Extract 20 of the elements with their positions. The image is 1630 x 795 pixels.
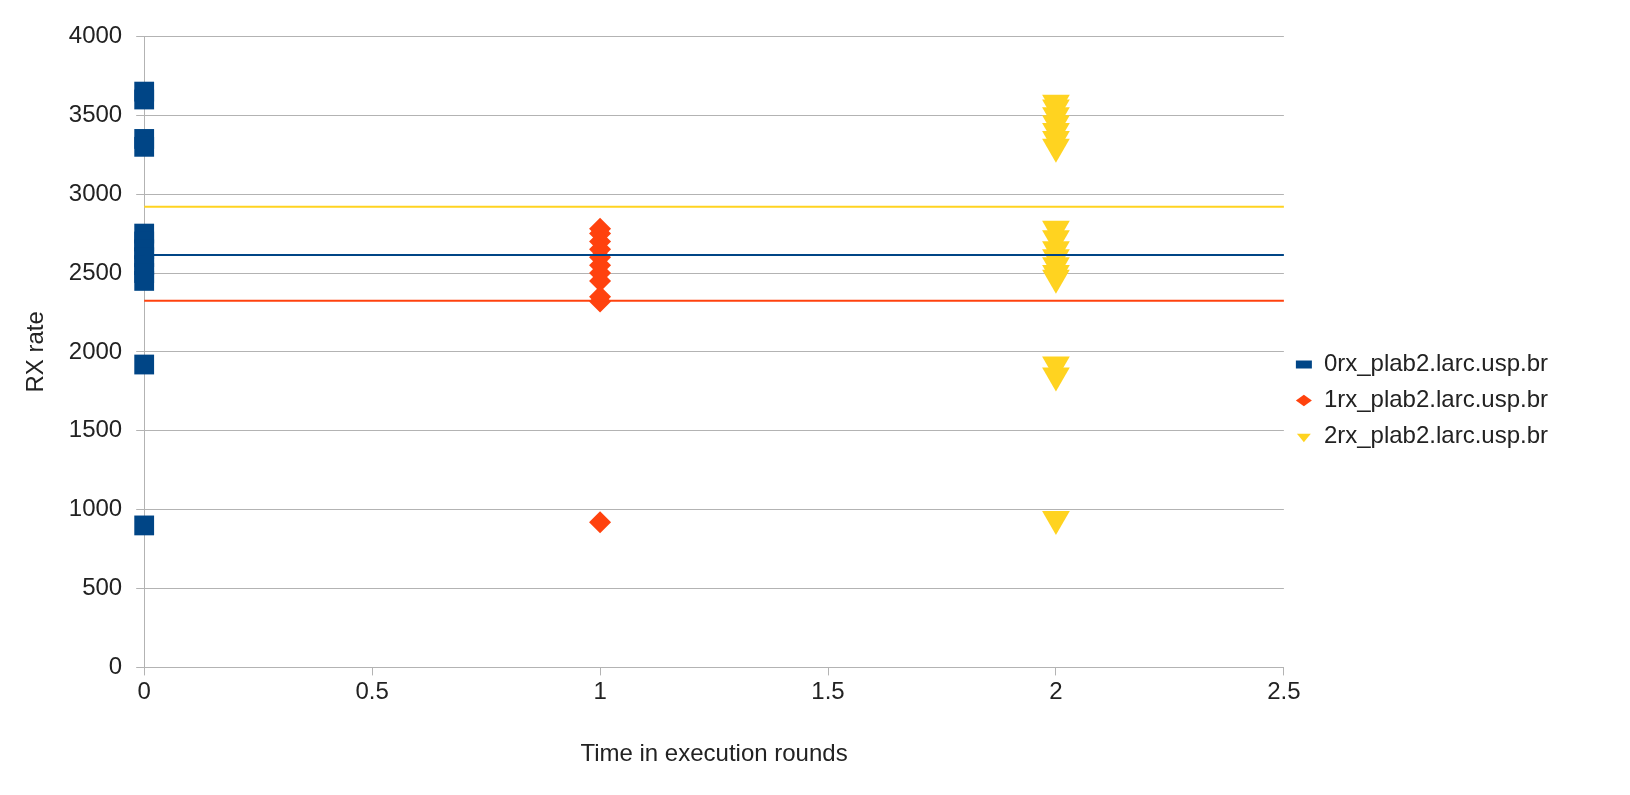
x-tick-label: 1: [593, 677, 607, 705]
y-axis-title: RX rate: [21, 311, 49, 393]
y-tick-label: 4000: [68, 21, 123, 49]
y-tick-label: 1000: [68, 494, 123, 522]
legend-label: 2rx_plab2.larc.usp.br: [1323, 421, 1549, 449]
x-tick-label: 0: [137, 677, 151, 705]
y-tick-label: 1500: [68, 415, 123, 443]
x-tick-label: 2.5: [1267, 677, 1301, 705]
x-axis-title: Time in execution rounds: [580, 739, 848, 767]
legend-label: 1rx_plab2.larc.usp.br: [1323, 385, 1549, 413]
x-tick-label: 2: [1049, 677, 1063, 705]
x-tick-label: 0.5: [355, 677, 389, 705]
y-tick-label: 500: [82, 573, 123, 601]
y-tick-label: 3000: [68, 178, 123, 206]
y-tick-label: 3500: [68, 99, 123, 127]
y-tick-label: 2000: [68, 336, 123, 364]
x-tick-label: 1.5: [811, 677, 845, 705]
legend-label: 0rx_plab2.larc.usp.br: [1323, 349, 1549, 377]
y-tick-label: 2500: [68, 257, 123, 285]
y-tick-label: 0: [108, 652, 123, 680]
